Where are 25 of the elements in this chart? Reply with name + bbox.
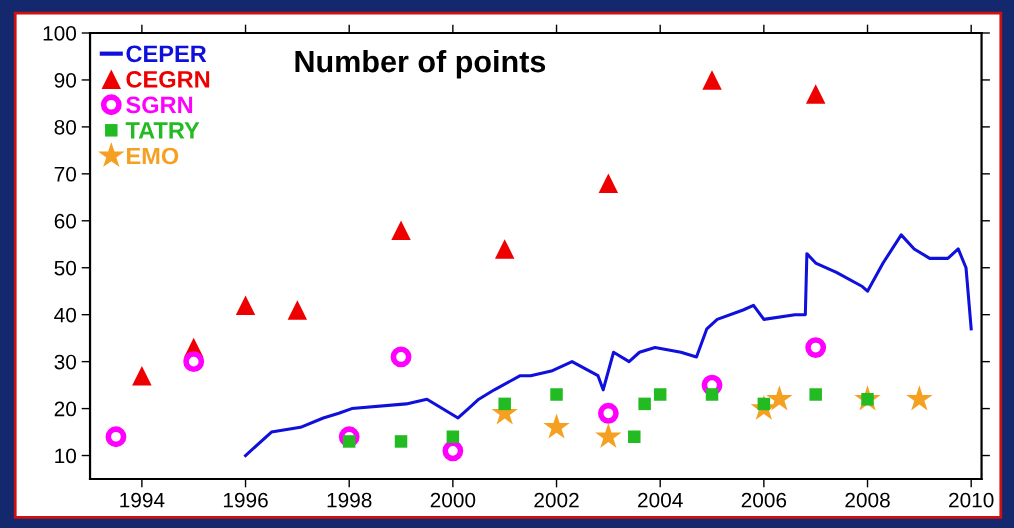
- y-tick-label: 10: [55, 448, 77, 464]
- y-tick-label: 30: [54, 354, 77, 370]
- text: Number of points: [295, 49, 546, 79]
- y-tick-label: 20: [54, 401, 77, 417]
- x-tick-label: 1998: [327, 492, 372, 508]
- legend-label: EMO: [127, 147, 179, 165]
- x-tick-label: 2002: [534, 492, 579, 508]
- y-tick-label: 50: [54, 260, 77, 276]
- y-tick-label: 100: [43, 26, 77, 41]
- x-tick-label: 2010: [949, 492, 994, 508]
- legend-label: TATRY: [125, 122, 200, 139]
- x-tick-label: 2006: [741, 492, 787, 508]
- y-tick-label: 40: [54, 307, 77, 323]
- x-tick-label: 2008: [845, 492, 890, 508]
- y-tick-label: 60: [54, 213, 77, 229]
- y-tick-label: 90: [54, 72, 77, 88]
- legend-label: SGRN: [126, 96, 193, 114]
- x-tick-label: 1994: [120, 492, 165, 508]
- legend-label: CEPER: [126, 45, 207, 63]
- legend-label: CEGRN: [126, 70, 210, 88]
- x-tick-label: 1996: [223, 492, 268, 508]
- y-tick-label: 70: [54, 166, 77, 182]
- x-tick-label: 2000: [430, 492, 476, 508]
- x-tick-label: 2004: [638, 492, 683, 508]
- y-tick-label: 80: [54, 119, 77, 135]
